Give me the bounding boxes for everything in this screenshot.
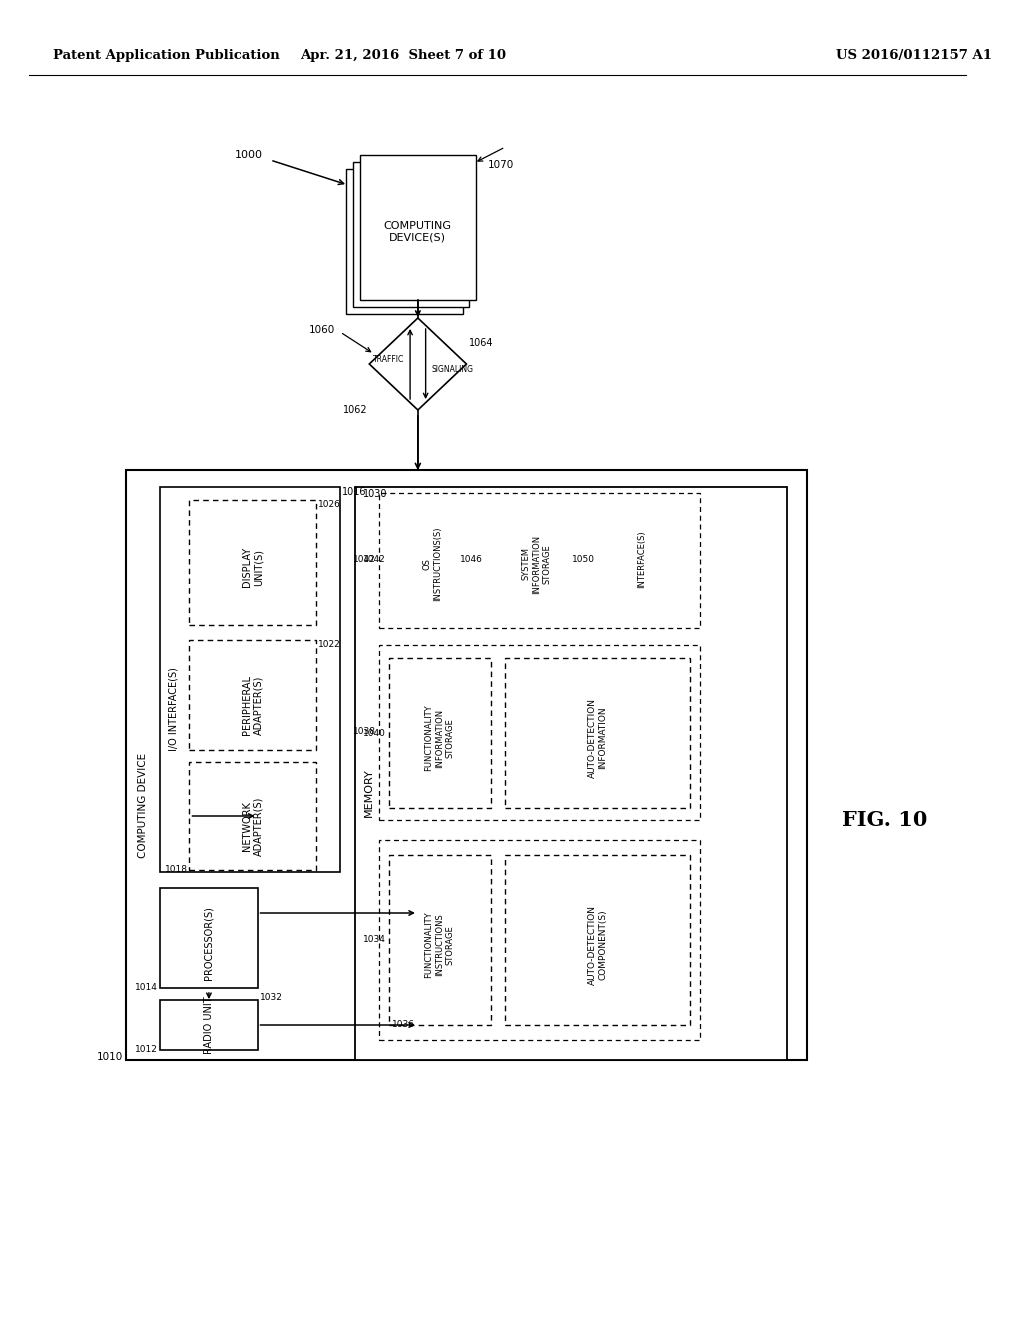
Bar [161, 487, 340, 873]
Text: 1064: 1064 [469, 338, 494, 348]
Text: INTERFACE(S): INTERFACE(S) [637, 531, 646, 587]
Text: RADIO UNIT: RADIO UNIT [204, 997, 214, 1053]
Bar [359, 154, 476, 300]
Bar [189, 762, 315, 870]
Text: Patent Application Publication: Patent Application Publication [53, 49, 281, 62]
Text: FUNCTIONALITY
INFORMATION
STORAGE: FUNCTIONALITY INFORMATION STORAGE [424, 705, 454, 771]
Text: 1070: 1070 [487, 160, 514, 170]
Text: 1014: 1014 [134, 983, 158, 993]
Text: FIG. 10: FIG. 10 [842, 810, 927, 830]
Bar [346, 169, 463, 314]
Text: Apr. 21, 2016  Sheet 7 of 10: Apr. 21, 2016 Sheet 7 of 10 [300, 49, 506, 62]
Text: SIGNALING: SIGNALING [431, 364, 473, 374]
Text: 1026: 1026 [317, 500, 341, 510]
Text: 1062: 1062 [343, 405, 368, 414]
Text: OS
INSTRUCTIONS(S): OS INSTRUCTIONS(S) [423, 527, 442, 601]
Text: 1042: 1042 [353, 556, 376, 565]
Text: 1060: 1060 [309, 325, 335, 335]
Text: DISPLAY
UNIT(S): DISPLAY UNIT(S) [242, 546, 263, 587]
Bar [486, 502, 588, 616]
Text: 1038: 1038 [353, 727, 376, 737]
Text: 1030: 1030 [362, 488, 387, 499]
Text: PROCESSOR(S): PROCESSOR(S) [204, 906, 214, 979]
Bar [379, 645, 699, 820]
Bar [189, 640, 315, 750]
Text: COMPUTING DEVICE: COMPUTING DEVICE [138, 752, 147, 858]
Text: US 2016/0112157 A1: US 2016/0112157 A1 [836, 49, 991, 62]
Text: TRAFFIC: TRAFFIC [373, 355, 404, 363]
Text: 1016: 1016 [342, 487, 367, 498]
Text: SYSTEM
INFORMATION
STORAGE: SYSTEM INFORMATION STORAGE [521, 535, 551, 594]
Text: 1040: 1040 [362, 729, 386, 738]
Bar [598, 502, 685, 616]
Text: AUTO-DETECTION
COMPONENT(S): AUTO-DETECTION COMPONENT(S) [588, 906, 607, 985]
Text: 1034: 1034 [362, 936, 386, 945]
Bar [161, 888, 257, 987]
Bar [126, 470, 807, 1060]
Text: 1042: 1042 [364, 554, 386, 564]
Bar [505, 657, 690, 808]
Text: 1022: 1022 [317, 640, 341, 649]
Bar [505, 855, 690, 1026]
Bar [389, 657, 490, 808]
Text: 1032: 1032 [260, 993, 284, 1002]
Text: MEMORY: MEMORY [365, 768, 375, 817]
Bar [379, 492, 699, 628]
Text: 1036: 1036 [391, 1020, 415, 1030]
Bar [352, 162, 469, 308]
Bar [189, 500, 315, 624]
Text: 1018: 1018 [165, 865, 187, 874]
Bar [389, 502, 476, 616]
Text: 1050: 1050 [571, 554, 595, 564]
Bar [379, 840, 699, 1040]
Text: NETWORK
ADAPTER(S): NETWORK ADAPTER(S) [242, 796, 263, 855]
Text: 1046: 1046 [460, 554, 483, 564]
Text: I/O INTERFACE(S): I/O INTERFACE(S) [169, 667, 179, 751]
Text: PERIPHERAL
ADAPTER(S): PERIPHERAL ADAPTER(S) [242, 675, 263, 735]
Bar [354, 487, 787, 1060]
Text: 1010: 1010 [97, 1052, 124, 1063]
Text: COMPUTING
DEVICE(S): COMPUTING DEVICE(S) [384, 222, 452, 243]
Text: 1012: 1012 [134, 1045, 158, 1053]
Text: FUNCTIONALITY
INSTRUCTIONS
STORAGE: FUNCTIONALITY INSTRUCTIONS STORAGE [424, 912, 454, 978]
Bar [389, 855, 490, 1026]
Text: 1000: 1000 [234, 150, 262, 160]
Bar [161, 1001, 257, 1049]
Text: AUTO-DETECTION
INFORMATION: AUTO-DETECTION INFORMATION [588, 698, 607, 777]
